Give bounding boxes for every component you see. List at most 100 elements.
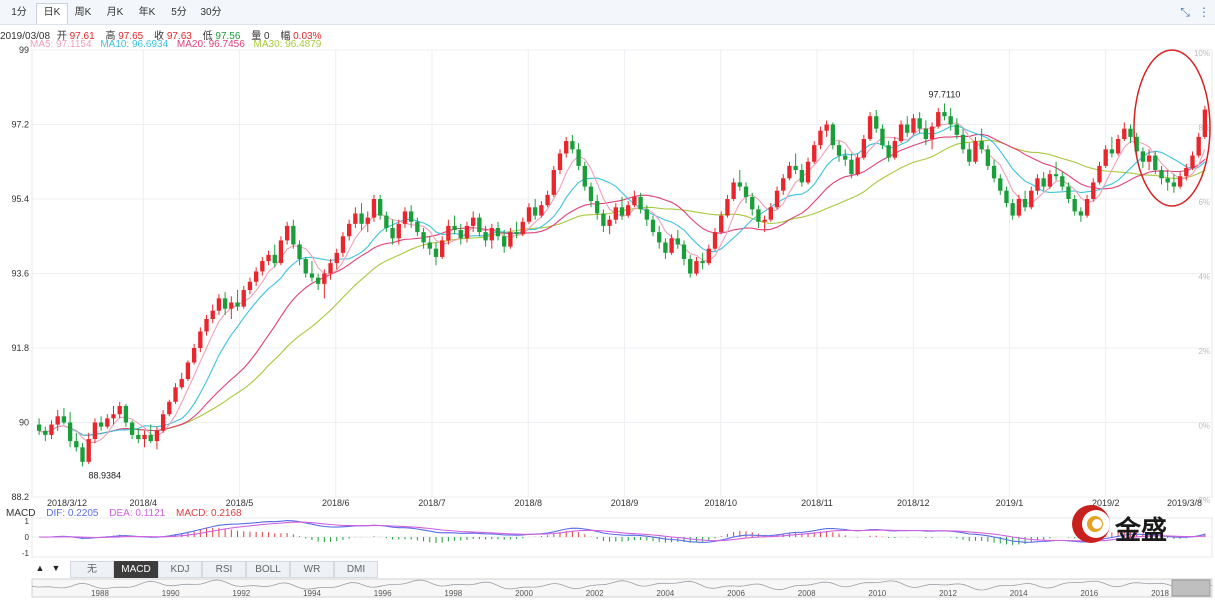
candle	[545, 190, 550, 208]
candle	[576, 143, 581, 171]
candle	[191, 343, 197, 365]
candle	[588, 182, 594, 208]
candle	[725, 194, 730, 218]
candle	[402, 207, 408, 228]
indicator-dmi[interactable]: DMI	[334, 561, 378, 578]
candle-body	[1010, 203, 1015, 216]
candle-body	[793, 165, 798, 171]
candle	[433, 242, 439, 266]
candle	[210, 304, 215, 324]
candle-body	[167, 401, 172, 415]
candle	[601, 209, 606, 233]
candle	[502, 230, 507, 253]
tab-1min[interactable]: 1分	[11, 7, 27, 18]
candle	[774, 186, 780, 210]
scroll-up-button[interactable]: ▲	[35, 563, 45, 573]
candle-body	[799, 170, 805, 183]
candle	[1128, 124, 1133, 144]
candle-body	[712, 232, 718, 249]
candle-body	[545, 194, 550, 206]
x-tick-label: 2018/8	[514, 498, 542, 508]
indicator-wr[interactable]: WR	[290, 561, 334, 578]
candle	[483, 225, 488, 247]
indicator-none[interactable]: 无	[70, 561, 114, 578]
candle	[322, 269, 327, 299]
candle-body	[55, 416, 60, 425]
tab-yearly[interactable]: 年K	[138, 7, 156, 18]
candle	[731, 178, 736, 202]
compress-icon[interactable]: ⤡	[1180, 5, 1190, 19]
candle	[799, 163, 805, 187]
candle	[173, 383, 178, 404]
indicator-kdj[interactable]: KDJ	[158, 561, 202, 578]
candle-body	[204, 319, 209, 332]
dif-label: DIF: 0.2205	[46, 508, 99, 519]
pct-tick-label: 0%	[1198, 422, 1210, 431]
indicator-boll[interactable]: BOLL	[246, 561, 290, 578]
candle-body	[905, 124, 910, 133]
tab-weekly[interactable]: 周K	[74, 7, 92, 18]
candle-body	[1165, 178, 1170, 183]
macd-tick-label: -1	[22, 549, 30, 558]
indicator-rsi[interactable]: RSI	[202, 561, 246, 578]
candle-body	[260, 261, 265, 272]
navigator-line	[31, 579, 1213, 591]
candle	[309, 261, 315, 282]
info-change: 0.03%	[293, 31, 322, 42]
tab-daily[interactable]: 日K	[36, 3, 68, 24]
navigator-range-handle[interactable]	[1171, 579, 1211, 597]
candle-body	[315, 277, 321, 284]
candle	[1109, 136, 1115, 158]
x-tick-label: 2018/7	[418, 498, 446, 508]
tab-30min[interactable]: 30分	[200, 7, 222, 18]
candle	[272, 244, 277, 268]
tab-5min[interactable]: 5分	[171, 7, 187, 18]
candle	[849, 153, 854, 179]
candle-body	[216, 298, 222, 311]
indicator-macd[interactable]: MACD	[114, 561, 158, 578]
candle	[36, 418, 42, 435]
candle	[557, 149, 563, 175]
candle	[768, 203, 773, 222]
candle	[998, 174, 1003, 195]
candle	[954, 118, 960, 139]
candle	[1041, 172, 1046, 191]
candle-body	[812, 145, 817, 162]
y-tick-label: 91.8	[11, 343, 29, 353]
navigator-year-label: 2018	[1151, 589, 1169, 598]
candle	[1035, 174, 1040, 195]
macd-legend: MACD DIF: 0.2205 DEA: 0.1121 MACD: 0.216…	[6, 508, 250, 519]
candle-body	[942, 112, 947, 117]
candle-body	[402, 211, 408, 224]
candle	[241, 285, 246, 309]
info-open: 97.61	[69, 31, 95, 42]
candle-body	[725, 199, 730, 216]
candle-body	[495, 227, 501, 237]
candle-body	[477, 217, 482, 233]
candle	[1115, 134, 1121, 156]
candle-body	[266, 254, 271, 262]
dif-line	[39, 520, 1206, 543]
candle	[936, 107, 941, 129]
candle-body	[142, 434, 147, 440]
candle	[148, 424, 153, 444]
candle-body	[582, 165, 587, 187]
candle	[762, 215, 767, 233]
pct-tick-label: -2%	[1196, 496, 1210, 505]
candle-body	[36, 424, 42, 431]
candle	[514, 221, 519, 239]
settings-icon[interactable]: ⋮	[1198, 5, 1210, 19]
x-tick-label: 2018/11	[801, 498, 833, 508]
scroll-down-button[interactable]: ▼	[51, 563, 61, 573]
tab-monthly[interactable]: 月K	[106, 7, 124, 18]
candle-body	[948, 116, 953, 125]
candle-body	[154, 430, 160, 442]
candle	[396, 219, 401, 245]
candle	[694, 256, 699, 276]
candle-body	[415, 221, 420, 233]
candle	[570, 134, 575, 154]
candle	[756, 205, 761, 228]
candle	[712, 227, 718, 251]
candle-body	[805, 161, 811, 183]
